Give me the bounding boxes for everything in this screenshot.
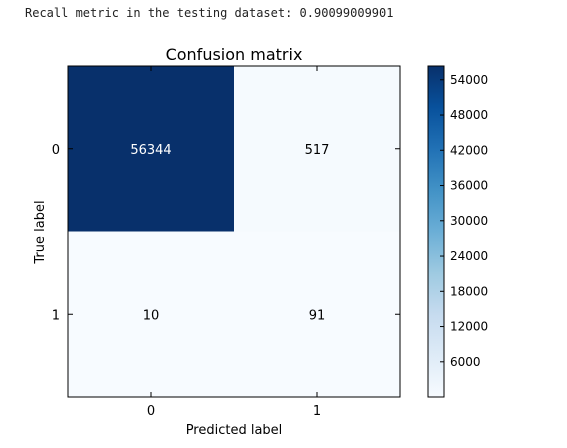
colorbar bbox=[427, 65, 445, 398]
heatmap-cells bbox=[68, 66, 400, 397]
colorbar-tick-label-3: 24000 bbox=[450, 249, 488, 263]
cell-value-1-1: 91 bbox=[309, 308, 326, 323]
chart-title: Confusion matrix bbox=[166, 45, 303, 64]
colorbar-tick-label-5: 36000 bbox=[450, 179, 488, 193]
cell-value-0-1: 517 bbox=[305, 143, 330, 158]
colorbar-tick-label-6: 42000 bbox=[450, 143, 488, 157]
colorbar-tick-label-7: 48000 bbox=[450, 108, 488, 122]
heatmap-cell-1-0 bbox=[68, 231, 234, 397]
y-tick-label-0: 0 bbox=[52, 143, 60, 158]
colorbar-tick-label-4: 30000 bbox=[450, 214, 488, 228]
colorbar-tick-label-2: 18000 bbox=[450, 284, 488, 298]
heatmap-cell-0-0 bbox=[68, 66, 234, 232]
x-tick-label-0: 0 bbox=[147, 404, 155, 419]
colorbar-tick-label-0: 6000 bbox=[450, 355, 481, 369]
y-axis-label: True label bbox=[33, 200, 48, 264]
recall-output-value: 0.90099009901 bbox=[299, 6, 394, 20]
plot-frame bbox=[67, 65, 401, 398]
recall-output-label: Recall metric in the testing dataset: bbox=[25, 6, 300, 20]
colorbar-tick-label-1: 12000 bbox=[450, 320, 488, 334]
y-tick-label-1: 1 bbox=[52, 308, 60, 323]
cell-value-1-0: 10 bbox=[143, 308, 160, 323]
heatmap-cell-1-1 bbox=[234, 231, 400, 397]
heatmap-cell-0-1 bbox=[234, 66, 400, 232]
x-tick-label-1: 1 bbox=[313, 404, 321, 419]
notebook-output-line: Recall metric in the testing dataset: 0.… bbox=[25, 6, 393, 20]
colorbar-ticks: 6000 12000 18000 24000 30000 36000 42000 48000 5… bbox=[440, 73, 488, 369]
heatmap-cell-labels: 56344 517 10 91 bbox=[130, 143, 329, 324]
x-axis-label: Predicted label bbox=[186, 423, 283, 438]
colorbar-tick-label-8: 54000 bbox=[450, 73, 488, 87]
cell-value-0-0: 56344 bbox=[130, 143, 171, 158]
axis-ticks: 0 101 bbox=[52, 66, 400, 419]
